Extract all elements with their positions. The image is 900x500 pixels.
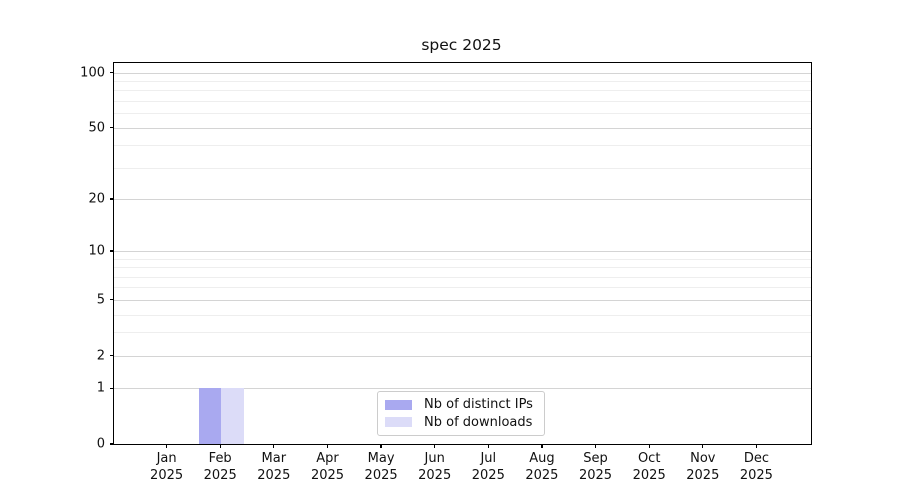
y-axis-tick-label: 20 <box>88 191 105 207</box>
chart-title: spec 2025 <box>421 36 502 54</box>
legend-entry: Nb of distinct IPs <box>385 397 537 412</box>
y-tick-mark <box>110 354 114 357</box>
gridline-major <box>114 299 811 301</box>
legend-swatch <box>385 399 412 410</box>
x-tick-mark <box>219 444 221 448</box>
x-tick-mark <box>702 444 704 448</box>
x-axis-tick-label: Nov 2025 <box>686 451 720 483</box>
gridline-minor <box>114 81 811 82</box>
x-tick-mark <box>755 444 758 448</box>
y-tick-mark <box>110 387 114 389</box>
gridline-minor <box>114 101 811 102</box>
x-tick-mark <box>648 444 650 448</box>
gridline-major <box>114 251 811 252</box>
gridline-minor <box>114 267 811 269</box>
x-axis-tick-label: Mar 2025 <box>257 451 291 483</box>
x-axis-tick-label: Sep 2025 <box>578 451 613 483</box>
gridline-major <box>114 388 811 390</box>
x-tick-mark <box>273 444 275 448</box>
gridline-minor <box>114 276 811 278</box>
x-axis-tick-label: Aug 2025 <box>525 451 559 483</box>
x-axis-tick-label: Dec 2025 <box>739 451 773 483</box>
gridline-minor <box>114 145 811 147</box>
x-axis-tick-label: Jan 2025 <box>150 451 184 483</box>
y-tick-mark <box>110 198 114 200</box>
y-tick-mark <box>110 250 114 252</box>
y-tick-mark <box>110 443 114 445</box>
plot-area <box>113 62 812 445</box>
x-axis-tick-label: Feb 2025 <box>203 451 237 483</box>
legend-entry: Nb of downloads <box>385 415 537 430</box>
x-axis-tick-label: Oct 2025 <box>632 451 666 483</box>
gridline-major <box>114 72 811 74</box>
y-axis-tick-label: 50 <box>88 120 105 136</box>
x-axis-tick-label: May 2025 <box>364 451 398 483</box>
gridline-major <box>114 355 811 357</box>
y-tick-mark <box>110 71 114 74</box>
gridline-minor <box>114 314 811 316</box>
y-axis-tick-label: 1 <box>96 380 105 396</box>
y-tick-mark <box>110 299 114 301</box>
legend-label: Nb of downloads <box>424 414 533 430</box>
x-tick-mark <box>165 444 168 448</box>
y-axis-tick-label: 100 <box>80 65 105 81</box>
x-tick-mark <box>487 444 489 448</box>
x-tick-mark <box>594 444 597 448</box>
gridline-minor <box>114 113 811 115</box>
x-axis-tick-label: Jun 2025 <box>418 451 452 483</box>
gridline-minor <box>114 258 811 260</box>
legend: Nb of distinct IPs Nb of downloads <box>377 391 545 436</box>
x-tick-mark <box>380 444 382 448</box>
x-tick-mark <box>326 444 329 448</box>
gridline-major <box>114 127 811 129</box>
legend-label: Nb of distinct IPs <box>424 397 533 413</box>
x-tick-mark <box>541 444 543 448</box>
bar-nb-of-downloads <box>221 388 244 444</box>
bar-nb-of-distinct-ips <box>198 388 222 444</box>
x-axis-tick-label: Apr 2025 <box>310 451 345 483</box>
x-tick-mark <box>434 444 436 448</box>
y-axis-tick-label: 2 <box>96 348 105 364</box>
y-axis-tick-label: 0 <box>96 436 105 452</box>
y-axis-tick-label: 10 <box>88 243 105 259</box>
gridline-major <box>114 199 811 200</box>
y-axis-tick-label: 5 <box>96 292 105 308</box>
legend-swatch <box>385 417 412 428</box>
gridline-minor <box>114 90 811 92</box>
x-axis-tick-label: Jul 2025 <box>471 451 505 483</box>
gridline-minor <box>114 332 811 334</box>
gridline-minor <box>114 167 811 169</box>
gridline-minor <box>114 287 811 289</box>
y-tick-mark <box>110 126 114 129</box>
